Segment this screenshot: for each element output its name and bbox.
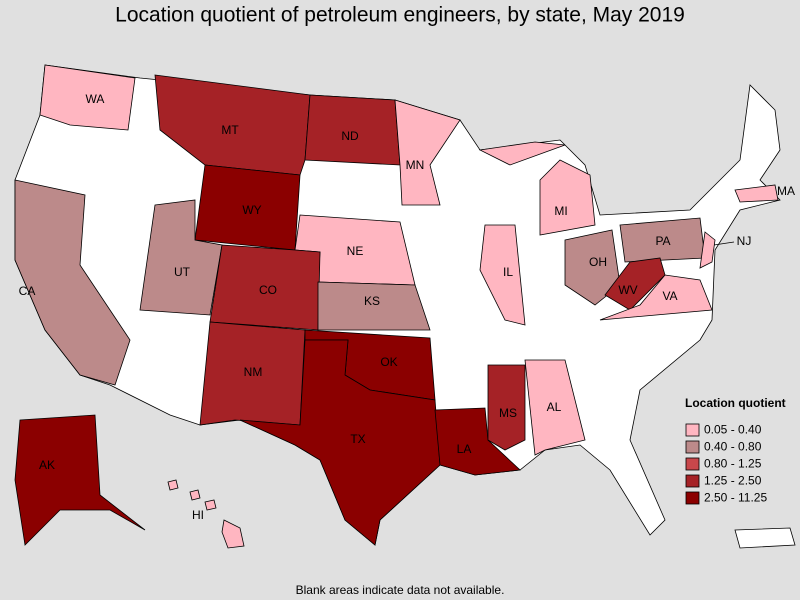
state — [479, 224, 526, 326]
state — [221, 519, 245, 549]
state-label: CO — [259, 283, 277, 297]
state-label: PA — [655, 234, 670, 248]
legend: Location quotient 0.05 - 0.40 0.40 - 0.80… — [685, 396, 786, 505]
legend-swatch — [685, 474, 700, 488]
state — [487, 364, 526, 451]
state — [317, 281, 431, 331]
state-label: IL — [503, 265, 513, 279]
state — [167, 479, 179, 491]
state-label: KS — [364, 294, 380, 308]
state-label: MT — [221, 123, 239, 137]
legend-swatch — [685, 440, 700, 454]
state — [734, 184, 779, 203]
legend-title: Location quotient — [685, 396, 786, 410]
state-label: AK — [39, 458, 55, 472]
state — [39, 64, 136, 131]
footnote: Blank areas indicate data not available. — [296, 583, 505, 597]
state-label: WA — [86, 92, 105, 106]
legend-swatch — [685, 491, 700, 505]
state — [699, 231, 716, 269]
state-label: WV — [618, 283, 637, 297]
map-title: Location quotient of petroleum engineers… — [115, 4, 685, 27]
legend-label: 0.05 - 0.40 — [704, 423, 762, 437]
state-label: MA — [777, 184, 795, 198]
legend-label: 2.50 - 11.25 — [704, 491, 767, 505]
leader-line — [713, 241, 735, 246]
state-label: ND — [341, 129, 359, 143]
state — [394, 99, 461, 206]
state-label: NJ — [737, 234, 752, 248]
state — [204, 499, 217, 511]
state — [604, 257, 666, 311]
legend-swatch — [685, 423, 700, 437]
state-label: NM — [244, 365, 263, 379]
legend-label: 1.25 - 2.50 — [704, 474, 762, 488]
puerto-rico — [734, 527, 796, 549]
state — [524, 359, 586, 456]
legend-label: 0.40 - 0.80 — [704, 440, 762, 454]
legend-label: 0.80 - 1.25 — [704, 457, 762, 471]
state — [14, 414, 146, 546]
state-label: AL — [547, 400, 562, 414]
state-label: LA — [457, 442, 472, 456]
state-label: NE — [347, 244, 364, 258]
state-label: MN — [406, 158, 425, 172]
state-label: MI — [554, 204, 567, 218]
state — [539, 159, 596, 236]
state — [599, 274, 713, 321]
state-label: MS — [499, 406, 517, 420]
state-label: WY — [242, 203, 261, 217]
legend-swatch — [685, 457, 700, 471]
state — [434, 407, 521, 476]
state — [14, 179, 131, 386]
state-label: VA — [662, 289, 677, 303]
state — [189, 489, 201, 501]
states: WA MT ND MN WY NE CA UT CO KS NM OK TX LA MS AL IL MI OH PA… — [14, 64, 795, 549]
state-label: OH — [589, 255, 607, 269]
state-label: UT — [174, 265, 191, 279]
state-label: HI — [192, 508, 204, 522]
state-label: OK — [380, 355, 397, 369]
state-label: TX — [350, 432, 365, 446]
state-label: CA — [19, 284, 36, 298]
state — [239, 339, 441, 546]
state — [478, 141, 566, 166]
